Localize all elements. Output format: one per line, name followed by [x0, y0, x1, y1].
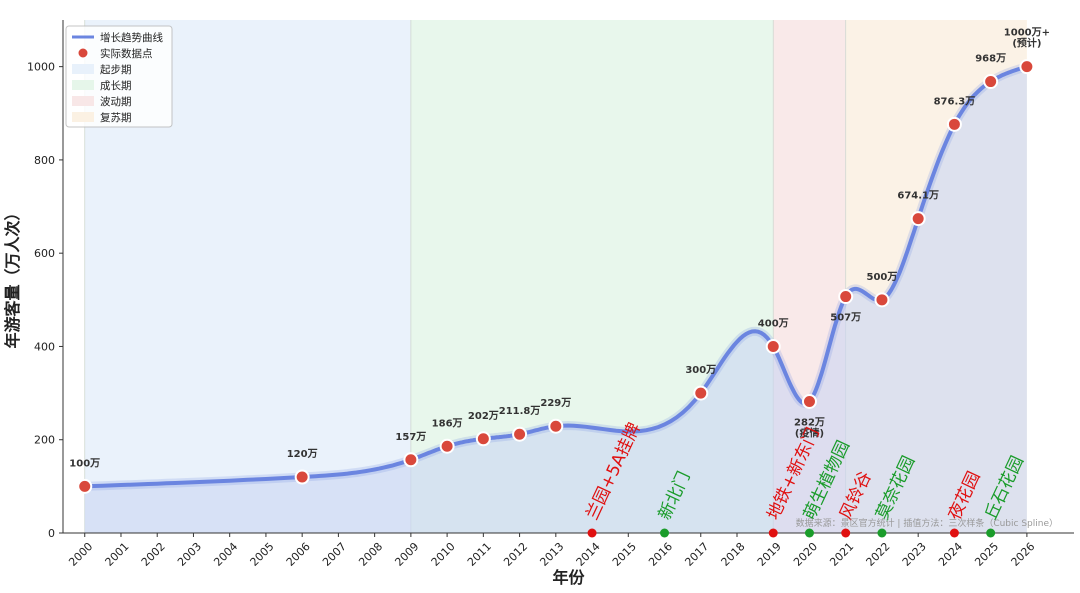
x-tick-label-2016: 2016 [646, 540, 675, 569]
y-tick-label-200: 200 [34, 434, 55, 447]
event-dot-2022 [877, 528, 887, 538]
event-dot-2021 [841, 528, 851, 538]
x-tick-label-2025: 2025 [972, 540, 1001, 569]
trend-line [82, 64, 1029, 489]
data-label-2000: 100万 [69, 457, 100, 469]
data-point-2024 [946, 116, 962, 132]
y-tick-label-800: 800 [34, 154, 55, 167]
data-label-2025: 968万 [975, 53, 1006, 65]
data-point-2022 [874, 292, 890, 308]
x-tick-label-2010: 2010 [429, 540, 458, 569]
legend-label-3: 成长期 [100, 80, 132, 92]
event-dot-2014 [587, 528, 597, 538]
data-point-2023 [910, 211, 926, 227]
x-tick-label-2001: 2001 [103, 540, 132, 569]
legend-label-5: 复苏期 [100, 111, 132, 124]
data-point-2011 [475, 431, 491, 447]
y-tick-label-600: 600 [34, 247, 55, 260]
data-label-2022: 500万 [867, 271, 898, 283]
data-label-2010: 186万 [432, 417, 463, 429]
data-label-2020: 282万(疫情) [794, 416, 825, 439]
x-axis-title: 年份 [552, 568, 585, 587]
trend-area-fill [84, 66, 1027, 533]
data-label-2009: 157万 [395, 431, 426, 443]
data-point-2019 [765, 338, 781, 354]
event-dot-2024 [949, 528, 959, 538]
data-label-2006: 120万 [287, 448, 318, 460]
data-label-2021: 507万 [830, 312, 861, 324]
x-tick-label-2021: 2021 [827, 540, 856, 569]
x-tick-label-2013: 2013 [537, 540, 566, 569]
y-tick-label-1000: 1000 [27, 61, 55, 74]
data-point-2025 [983, 74, 999, 90]
data-points [77, 59, 1035, 494]
legend-label-0: 增长趋势曲线 [100, 31, 163, 44]
x-tick-label-2015: 2015 [610, 540, 639, 569]
x-tick-label-2008: 2008 [356, 540, 385, 569]
legend-label-2: 起步期 [100, 64, 132, 76]
legend-label-1: 实际数据点 [100, 47, 153, 60]
data-point-2000 [77, 478, 93, 494]
data-label-2012: 211.8万 [499, 405, 541, 417]
x-tick-label-2024: 2024 [936, 540, 965, 569]
data-point-2020 [801, 393, 817, 409]
data-label-2013: 229万 [540, 397, 571, 409]
legend-swatch-patch-5 [72, 112, 94, 122]
x-tick-label-2006: 2006 [284, 540, 313, 569]
y-tick-label-0: 0 [48, 527, 55, 540]
source-note: 数据来源：景区官方统计 | 插值方法：三次样条（Cubic Spline） [796, 517, 1058, 529]
event-dot-2016 [660, 528, 670, 538]
data-label-2019: 400万 [758, 317, 789, 329]
x-tick-label-2019: 2019 [755, 540, 784, 569]
x-tick-label-2002: 2002 [139, 540, 168, 569]
x-tick-label-2000: 2000 [66, 540, 95, 569]
legend-swatch-patch-4 [72, 96, 94, 106]
x-tick-label-2011: 2011 [465, 540, 494, 569]
trend-area [84, 66, 1027, 533]
data-label-2011: 202万 [468, 410, 499, 422]
data-point-2013 [548, 418, 564, 434]
event-dot-2019 [768, 528, 778, 538]
event-dot-2025 [986, 528, 996, 538]
x-tick-label-2017: 2017 [682, 540, 711, 569]
x-tick-label-2004: 2004 [211, 540, 240, 569]
legend-swatch-patch-2 [72, 64, 94, 74]
data-point-2026 [1019, 59, 1035, 75]
x-tick-label-2022: 2022 [864, 540, 893, 569]
trend-line-group [80, 62, 1032, 491]
x-tick-label-2023: 2023 [900, 540, 929, 569]
data-label-2026: 1000万+ (预计) [1004, 27, 1050, 50]
legend-label-4: 波动期 [100, 95, 132, 108]
event-dot-2020 [804, 528, 814, 538]
data-label-2023: 674.1万 [897, 190, 939, 202]
x-tick-label-2020: 2020 [791, 540, 820, 569]
data-point-2017 [693, 385, 709, 401]
legend-swatch-marker [77, 47, 89, 59]
x-tick-label-2007: 2007 [320, 540, 349, 569]
x-tick-label-2005: 2005 [248, 540, 277, 569]
legend-swatch-patch-3 [72, 80, 94, 90]
y-tick-label-400: 400 [34, 340, 55, 353]
data-point-2006 [294, 469, 310, 485]
x-tick-label-2012: 2012 [501, 540, 530, 569]
data-point-2021 [838, 289, 854, 305]
x-tick-label-2026: 2026 [1009, 540, 1038, 569]
data-label-2024: 876.3万 [934, 95, 976, 107]
y-axis-title: 年游客量（万人次） [3, 204, 22, 348]
x-tick-label-2018: 2018 [719, 540, 748, 569]
data-label-2017: 300万 [685, 364, 716, 376]
data-point-2010 [439, 438, 455, 454]
x-tick-label-2014: 2014 [574, 540, 603, 569]
data-point-2009 [403, 452, 419, 468]
data-point-2012 [512, 426, 528, 442]
x-tick-label-2009: 2009 [392, 540, 421, 569]
x-tick-label-2003: 2003 [175, 540, 204, 569]
